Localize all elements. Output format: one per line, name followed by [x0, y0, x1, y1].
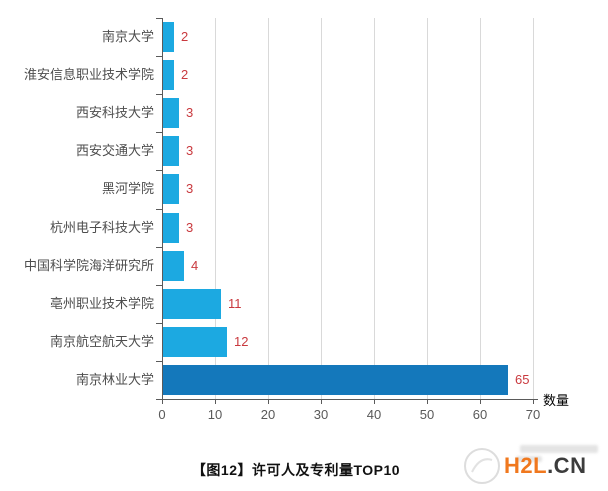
category-label: 亳州职业技术学院	[49, 296, 154, 311]
x-axis-tick-label: 20	[260, 407, 276, 422]
y-axis-tick	[156, 285, 162, 286]
y-axis-tick	[156, 94, 162, 95]
value-label: 3	[186, 181, 194, 196]
watermark: H2L.CN	[458, 442, 606, 488]
bar	[163, 213, 179, 243]
y-axis-tick	[156, 132, 162, 133]
x-axis-tick-label: 50	[419, 407, 435, 422]
gridline-x-10	[215, 18, 216, 399]
x-axis-tick	[321, 399, 322, 404]
x-axis-line	[162, 399, 538, 400]
x-axis-title: 数量	[543, 393, 570, 408]
value-label: 2	[181, 67, 189, 82]
gridline-x-70	[533, 18, 534, 399]
watermark-suffix: .CN	[547, 453, 587, 478]
gridline-x-50	[427, 18, 428, 399]
category-label: 南京航空航天大学	[49, 334, 154, 349]
y-axis-tick	[156, 361, 162, 362]
value-label: 65	[515, 372, 530, 387]
value-label: 4	[191, 258, 199, 273]
y-axis-tick	[156, 323, 162, 324]
y-axis-tick	[156, 56, 162, 57]
value-label: 12	[234, 334, 249, 349]
x-axis-tick	[268, 399, 269, 404]
category-label: 南京大学	[101, 29, 154, 44]
value-label: 3	[186, 105, 194, 120]
gridline-x-60	[480, 18, 481, 399]
x-axis-tick	[162, 399, 163, 404]
x-axis-tick	[427, 399, 428, 404]
bar	[163, 251, 184, 281]
category-label: 西安科技大学	[75, 105, 154, 120]
category-label: 杭州电子科技大学	[49, 220, 154, 235]
watermark-ghost-text-blur	[516, 456, 542, 462]
watermark-ghost-stamp-icon	[464, 448, 500, 484]
category-label: 淮安信息职业技术学院	[23, 67, 154, 82]
x-axis-tick-label: 70	[525, 407, 541, 422]
y-axis-tick	[156, 247, 162, 248]
x-axis-tick-label: 10	[207, 407, 223, 422]
x-axis-tick-label: 0	[158, 407, 166, 422]
gridline-x-20	[268, 18, 269, 399]
bar	[163, 365, 508, 395]
x-axis-tick	[533, 399, 534, 404]
chart-title: 【图12】许可人及专利量TOP10	[191, 462, 401, 478]
value-label: 3	[186, 220, 194, 235]
x-axis-tick-label: 40	[366, 407, 382, 422]
x-axis-tick	[215, 399, 216, 404]
bar	[163, 174, 179, 204]
x-axis-tick	[480, 399, 481, 404]
value-label: 2	[181, 29, 189, 44]
gridline-x-40	[374, 18, 375, 399]
bar	[163, 98, 179, 128]
category-label: 中国科学院海洋研究所	[23, 258, 154, 273]
value-label: 11	[228, 296, 242, 311]
category-label: 南京林业大学	[75, 372, 154, 387]
value-label: 3	[186, 143, 194, 158]
y-axis-tick	[156, 399, 162, 400]
gridline-x-30	[321, 18, 322, 399]
y-axis-line	[162, 18, 163, 399]
watermark-brand-text: H2L.CN	[504, 453, 586, 479]
category-label: 黑河学院	[101, 181, 154, 196]
bar	[163, 22, 174, 52]
bar	[163, 327, 227, 357]
x-axis-tick	[374, 399, 375, 404]
bar	[163, 289, 221, 319]
watermark-brand: H2L	[504, 453, 548, 478]
x-axis-tick-label: 60	[472, 407, 488, 422]
bar	[163, 60, 174, 90]
category-label: 西安交通大学	[75, 143, 154, 158]
watermark-ghost-text-blur	[520, 445, 598, 453]
y-axis-tick	[156, 18, 162, 19]
bar	[163, 136, 179, 166]
y-axis-tick	[156, 209, 162, 210]
y-axis-tick	[156, 170, 162, 171]
x-axis-tick-label: 30	[313, 407, 329, 422]
